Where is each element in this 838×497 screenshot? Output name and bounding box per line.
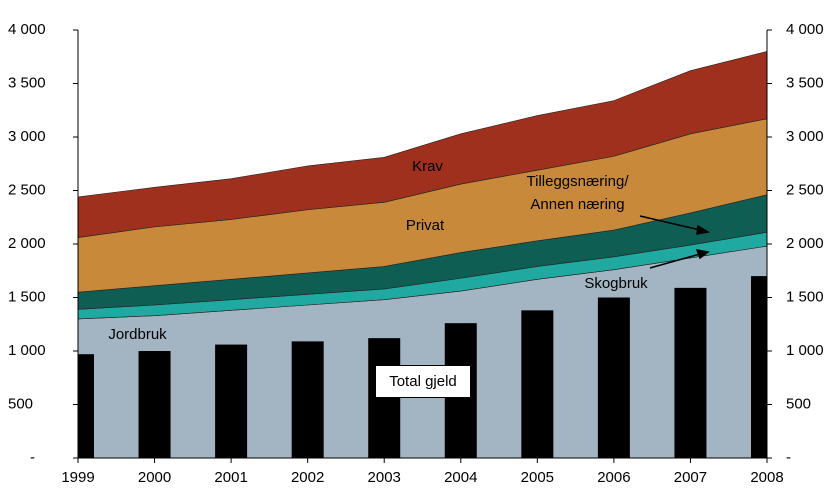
y-tick-label: 1 500	[8, 288, 46, 305]
y-tick-label: 3 000	[8, 128, 46, 145]
series-label: Tilleggsnæring/ Annen næring	[526, 173, 629, 213]
bar	[674, 287, 707, 458]
y2-tick-label: -	[786, 449, 791, 466]
series-label: Jordbruk	[108, 326, 167, 343]
bar	[138, 351, 171, 458]
bar	[215, 344, 248, 458]
arrows	[639, 215, 711, 269]
y2-tick-label: 4 000	[786, 21, 824, 38]
y-tick-label: 2 000	[8, 235, 46, 252]
area	[78, 51, 767, 238]
y2-tick-label: 1 500	[786, 288, 824, 305]
y-tick-label: 1 000	[8, 342, 46, 359]
series-label: Skogbruk	[584, 275, 648, 292]
x-tick-label: 2008	[750, 469, 783, 486]
series-label: Privat	[405, 217, 445, 234]
bar	[78, 354, 94, 458]
x-tick-label: 1999	[61, 469, 94, 486]
x-tick-label: 2007	[674, 469, 707, 486]
y2-tick-label: 2 500	[786, 181, 824, 198]
series-label: Krav	[412, 158, 443, 175]
y-tick-label: 3 500	[8, 74, 46, 91]
bar	[521, 310, 554, 458]
y2-tick-label: 2 000	[786, 235, 824, 252]
x-tick-label: 2005	[521, 469, 554, 486]
y2-tick-label: 500	[786, 395, 811, 412]
y2-tick-label: 3 000	[786, 128, 824, 145]
x-tick-label: 2003	[368, 469, 401, 486]
bar	[368, 338, 401, 458]
y2-tick-label: 3 500	[786, 74, 824, 91]
y2-tick-label: 1 000	[786, 342, 824, 359]
y-tick-label: 4 000	[8, 21, 46, 38]
x-tick-label: 2001	[214, 469, 247, 486]
x-tick-label: 2002	[291, 469, 324, 486]
x-tick-label: 2006	[597, 469, 630, 486]
bar	[597, 297, 630, 458]
bar-series-label: Total gjeld	[375, 365, 471, 398]
y-tick-label: -	[30, 449, 35, 466]
x-tick-label: 2004	[444, 469, 477, 486]
bar	[291, 341, 324, 458]
bar	[751, 276, 767, 458]
y-tick-label: 500	[8, 395, 33, 412]
y-tick-label: 2 500	[8, 181, 46, 198]
x-tick-label: 2000	[138, 469, 171, 486]
